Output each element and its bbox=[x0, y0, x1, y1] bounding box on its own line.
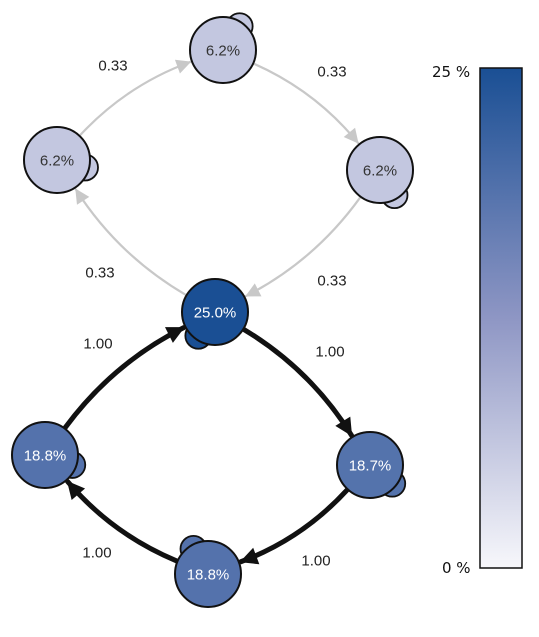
state-node-label: 6.2% bbox=[363, 163, 397, 180]
edge-label: 0.33 bbox=[317, 64, 346, 81]
edge-label: 0.33 bbox=[85, 265, 114, 282]
edge-arrowhead bbox=[239, 547, 260, 565]
color-scale-max-label: 25 % bbox=[432, 63, 470, 81]
color-scale-bar bbox=[479, 67, 523, 569]
state-node-lower-left: 18.8% bbox=[11, 421, 79, 489]
edge-arrowhead bbox=[75, 188, 90, 205]
edge-center-to-left bbox=[74, 188, 187, 296]
edge-left-to-top bbox=[79, 60, 192, 137]
nodes-layer: 6.2% 6.2% 6.2% 25.0% 18.8% 18.7% 18.8% bbox=[11, 16, 414, 608]
edge-lower-left-to-center bbox=[62, 325, 187, 431]
state-node-label: 6.2% bbox=[40, 153, 74, 170]
edge-arrowhead bbox=[174, 59, 192, 74]
edge-arrowhead bbox=[335, 416, 353, 437]
state-node-circle bbox=[181, 278, 249, 346]
state-node-circle bbox=[336, 431, 404, 499]
edge-arrowhead bbox=[164, 327, 185, 343]
edge-label: 1.00 bbox=[82, 545, 111, 562]
edge-top-to-right bbox=[252, 62, 360, 144]
state-node-bottom: 18.8% bbox=[174, 540, 242, 608]
edge-labels-layer: 0.33 0.33 0.33 0.33 1.00 1.00 1.00 1.00 bbox=[82, 58, 346, 570]
edge-right-to-center bbox=[245, 196, 362, 298]
state-node-label: 6.2% bbox=[206, 43, 240, 60]
state-node-circle bbox=[174, 540, 242, 608]
state-node-right: 6.2% bbox=[346, 136, 414, 204]
edge-label: 1.00 bbox=[301, 553, 330, 570]
color-scale: 25 % 0 % bbox=[432, 63, 523, 577]
edge-arrowhead bbox=[66, 480, 86, 500]
color-scale-min-label: 0 % bbox=[442, 559, 471, 577]
state-node-lower-right: 18.7% bbox=[336, 431, 404, 499]
state-node-circle bbox=[346, 136, 414, 204]
edge-arrowhead bbox=[245, 283, 262, 297]
state-node-top: 6.2% bbox=[189, 16, 257, 84]
edges-layer bbox=[62, 59, 362, 565]
edge-label: 1.00 bbox=[83, 336, 112, 353]
edge-center-to-lower-right bbox=[241, 327, 355, 438]
state-node-label: 25.0% bbox=[194, 305, 237, 322]
state-node-circle bbox=[11, 421, 79, 489]
edge-label: 0.33 bbox=[98, 58, 127, 75]
state-node-left: 6.2% bbox=[23, 126, 91, 194]
edge-label: 0.33 bbox=[317, 273, 346, 290]
state-node-label: 18.8% bbox=[24, 448, 67, 465]
state-node-circle bbox=[189, 16, 257, 84]
state-node-center: 25.0% bbox=[181, 278, 249, 346]
edge-lower-right-to-bottom bbox=[238, 487, 350, 565]
state-node-label: 18.8% bbox=[187, 567, 230, 584]
state-node-circle bbox=[23, 126, 91, 194]
edge-arrowhead bbox=[343, 127, 359, 144]
state-node-label: 18.7% bbox=[349, 458, 392, 475]
edge-label: 1.00 bbox=[315, 344, 344, 361]
